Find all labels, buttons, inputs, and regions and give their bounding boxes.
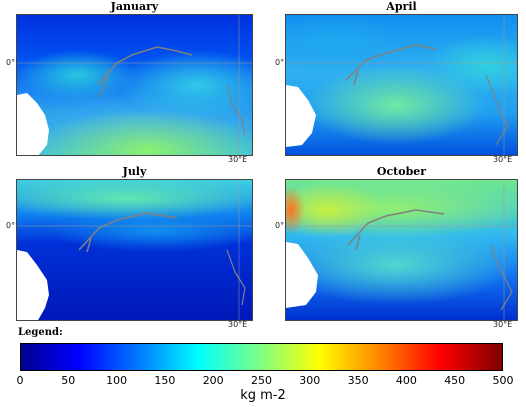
lon-label: 30°E	[493, 155, 513, 164]
colorbar-tick-label: 250	[251, 374, 272, 387]
colorbar-tick-label: 450	[444, 374, 466, 387]
colorbar-tick-label: 300	[299, 374, 321, 387]
coastline-january	[17, 15, 252, 155]
coastline-july	[17, 180, 252, 320]
lat-label: 0°	[275, 221, 285, 230]
map-october	[285, 179, 518, 321]
colorbar-tick-label: 150	[154, 374, 176, 387]
lon-label: 30°E	[493, 320, 513, 329]
colorbar-tick-label: 400	[395, 374, 417, 387]
colorbar-unit: kg m-2	[240, 388, 286, 403]
map-april	[285, 14, 518, 156]
panel-title: April	[386, 0, 417, 13]
colorbar-tick-label: 0	[16, 374, 24, 387]
panel-title: January	[110, 0, 159, 13]
coastline-october	[286, 180, 517, 320]
colorbar-tick-label: 200	[202, 374, 224, 387]
panel-october: October 0° 30°E	[275, 165, 518, 329]
lat-label: 0°	[6, 58, 16, 67]
colorbar-tick-label: 100	[106, 374, 128, 387]
colorbar-tick-label: 350	[347, 374, 369, 387]
colorbar-tick-label: 500	[492, 374, 514, 387]
panel-april: April 0° 30°E	[275, 0, 518, 164]
lon-label: 30°E	[228, 155, 248, 164]
map-january	[16, 14, 253, 156]
legend-title: Legend:	[18, 327, 63, 338]
coastline-april	[286, 15, 517, 155]
panel-title: October	[376, 165, 427, 178]
panel-title: July	[122, 165, 147, 178]
colorbar	[20, 343, 503, 371]
panel-january: January 0° 30°E	[6, 0, 253, 164]
lon-label: 30°E	[228, 320, 248, 329]
lat-label: 0°	[275, 58, 285, 67]
lat-label: 0°	[6, 221, 16, 230]
map-july	[16, 179, 253, 321]
panel-july: July 0° 30°E	[6, 165, 253, 329]
colorbar-tick-label: 50	[61, 374, 76, 387]
